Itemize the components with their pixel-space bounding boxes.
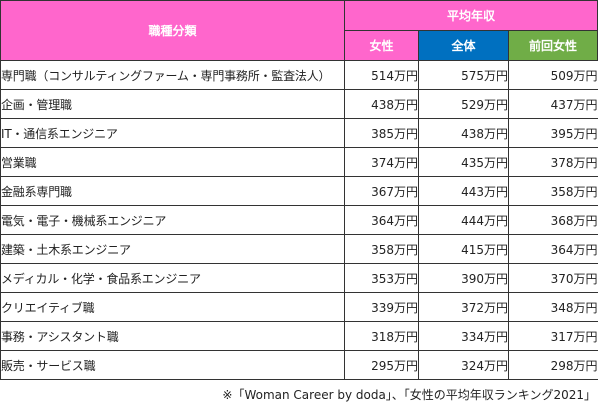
table-row: 営業職 374万円 435万円 378万円 [0, 147, 598, 177]
category-cell: 販売・サービス職 [0, 350, 345, 380]
table-row: メディカル・化学・食品系エンジニア 353万円 390万円 370万円 [0, 263, 598, 293]
overall-income-cell: 390万円 [418, 263, 509, 293]
female-income-cell: 438万円 [344, 89, 419, 119]
female-income-cell: 353万円 [344, 263, 419, 293]
female-income-cell: 295万円 [344, 350, 419, 380]
category-cell: 営業職 [0, 147, 345, 177]
female-income-cell: 358万円 [344, 234, 419, 264]
category-cell: IT・通信系エンジニア [0, 118, 345, 148]
table-row: 専門職（コンサルティングファーム・専門事務所・監査法人） 514万円 575万円… [0, 60, 598, 90]
table-row: 金融系専門職 367万円 443万円 358万円 [0, 176, 598, 206]
previous-female-income-cell: 368万円 [507, 205, 598, 235]
female-income-cell: 374万円 [344, 147, 419, 177]
overall-income-cell: 372万円 [418, 292, 509, 322]
overall-income-cell: 334万円 [418, 321, 509, 351]
category-cell: 専門職（コンサルティングファーム・専門事務所・監査法人） [0, 60, 345, 90]
source-note: ※「Woman Career by doda」、「女性の平均年収ランキング202… [222, 388, 596, 402]
category-cell: クリエイティブ職 [0, 292, 345, 322]
category-cell: 企画・管理職 [0, 89, 345, 119]
header-row-top: 職種分類 平均年収 [0, 0, 599, 61]
previous-female-income-cell: 358万円 [507, 176, 598, 206]
overall-income-cell: 529万円 [418, 89, 509, 119]
table-row: 販売・サービス職 295万円 324万円 298万円 [0, 350, 598, 380]
table-row: 建築・土木系エンジニア 358万円 415万円 364万円 [0, 234, 598, 264]
table-row: 企画・管理職 438万円 529万円 437万円 [0, 89, 598, 119]
category-cell: メディカル・化学・食品系エンジニア [0, 263, 345, 293]
overall-income-cell: 443万円 [418, 176, 509, 206]
overall-income-cell: 435万円 [418, 147, 509, 177]
table-row: クリエイティブ職 339万円 372万円 348万円 [0, 292, 598, 322]
table-row: 電気・電子・機械系エンジニア 364万円 444万円 368万円 [0, 205, 598, 235]
previous-female-income-cell: 364万円 [507, 234, 598, 264]
female-column-header: 女性 [344, 30, 419, 61]
category-cell: 電気・電子・機械系エンジニア [0, 205, 345, 235]
salary-table: 職種分類 平均年収 女性 全体 前回女性 専門職（コンサルティングファーム・専門… [0, 0, 599, 380]
previous-female-income-cell: 317万円 [507, 321, 598, 351]
previous-female-income-cell: 370万円 [507, 263, 598, 293]
previous-female-income-cell: 378万円 [507, 147, 598, 177]
previous-female-income-cell: 509万円 [507, 60, 598, 90]
table-row: 事務・アシスタント職 318万円 334万円 317万円 [0, 321, 598, 351]
previous-female-income-cell: 348万円 [507, 292, 598, 322]
overall-income-cell: 438万円 [418, 118, 509, 148]
category-cell: 金融系専門職 [0, 176, 345, 206]
overall-income-cell: 324万円 [418, 350, 509, 380]
category-column-header: 職種分類 [0, 0, 345, 61]
previous-female-column-header: 前回女性 [507, 30, 599, 61]
overall-income-cell: 415万円 [418, 234, 509, 264]
female-income-cell: 339万円 [344, 292, 419, 322]
previous-female-income-cell: 298万円 [507, 350, 598, 380]
overall-income-cell: 444万円 [418, 205, 509, 235]
female-income-cell: 385万円 [344, 118, 419, 148]
overall-income-cell: 575万円 [418, 60, 509, 90]
female-income-cell: 367万円 [344, 176, 419, 206]
category-cell: 建築・土木系エンジニア [0, 234, 345, 264]
female-income-cell: 514万円 [344, 60, 419, 90]
header-row-sub: 女性 全体 前回女性 [1, 30, 599, 61]
average-income-group-header: 平均年収 [343, 0, 599, 31]
overall-column-header: 全体 [418, 30, 509, 61]
female-income-cell: 364万円 [344, 205, 419, 235]
previous-female-income-cell: 437万円 [507, 89, 598, 119]
table-row: IT・通信系エンジニア 385万円 438万円 395万円 [0, 118, 598, 148]
category-cell: 事務・アシスタント職 [0, 321, 345, 351]
female-income-cell: 318万円 [344, 321, 419, 351]
previous-female-income-cell: 395万円 [507, 118, 598, 148]
